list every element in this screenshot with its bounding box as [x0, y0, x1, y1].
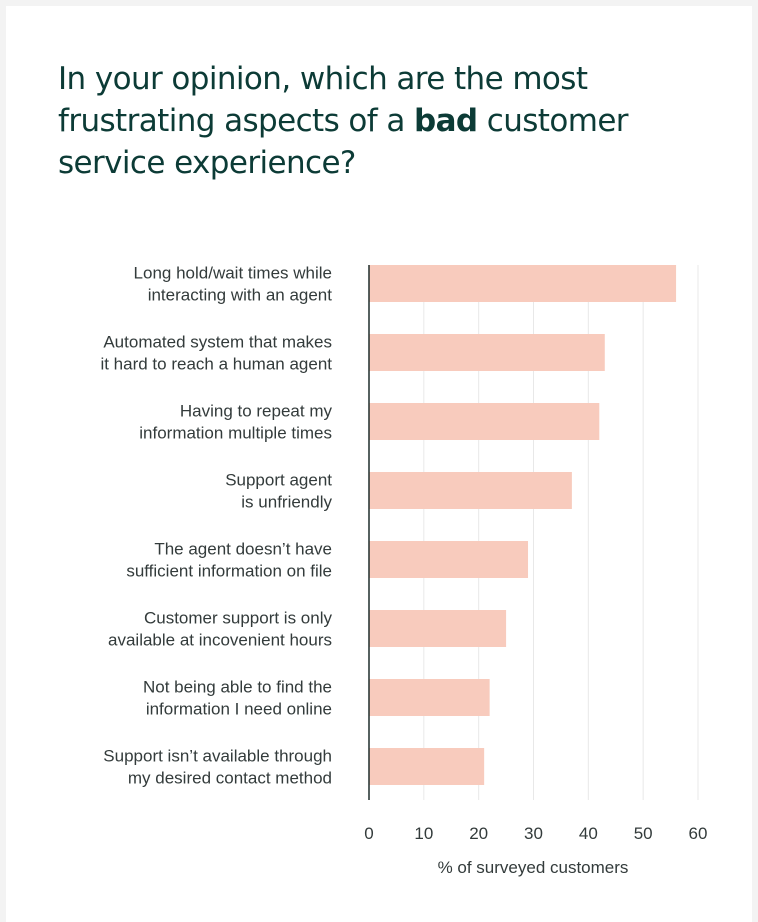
bar-3	[369, 472, 572, 509]
category-label-line: Support agent	[225, 471, 332, 490]
category-label-line: Support isn’t available through	[103, 747, 332, 766]
x-tick-40: 40	[579, 824, 598, 843]
bar-6	[369, 679, 490, 716]
category-label-line: Long hold/wait times while	[134, 264, 332, 283]
category-label-line: is unfriendly	[241, 493, 332, 512]
x-tick-10: 10	[414, 824, 433, 843]
x-tick-0: 0	[364, 824, 373, 843]
category-label-3: Support agent is unfriendly	[225, 471, 332, 512]
category-label-7: Support isn’t available through my desire…	[103, 747, 332, 788]
bar-7	[369, 748, 485, 785]
category-label-line: sufficient information on file	[126, 562, 332, 581]
category-label-line: The agent doesn’t have	[154, 540, 332, 559]
category-label-5: Customer support is only available at inc…	[108, 609, 332, 650]
chart-title: In your opinion, which are the most frus…	[58, 58, 698, 184]
category-label-line: information I need online	[146, 700, 332, 719]
category-label-0: Long hold/wait times while interacting wi…	[134, 264, 333, 305]
category-label-line: it hard to reach a human agent	[100, 355, 332, 374]
x-axis-title: % of surveyed customers	[438, 858, 629, 877]
category-label-1: Automated system that makes it hard to re…	[100, 333, 332, 374]
category-label-line: Having to repeat my	[180, 402, 333, 421]
x-tick-50: 50	[634, 824, 653, 843]
x-tick-20: 20	[469, 824, 488, 843]
category-label-line: available at incovenient hours	[108, 631, 332, 650]
title-text-end: customer service experience?	[58, 103, 629, 181]
category-label-line: Automated system that makes	[103, 333, 332, 352]
bar-1	[369, 334, 605, 371]
category-labels: Long hold/wait times while interacting wi…	[100, 264, 332, 788]
category-label-4: The agent doesn’t have sufficient informa…	[126, 540, 332, 581]
category-label-6: Not being able to find the information I …	[143, 678, 332, 719]
bar-4	[369, 541, 529, 578]
title-text-start: In your opinion, which are the most frus…	[58, 61, 588, 139]
bar-2	[369, 403, 600, 440]
x-tick-labels: 0 10 20 30 40 50 60	[364, 824, 707, 843]
category-label-line: information multiple times	[139, 424, 332, 443]
category-label-line: Customer support is only	[144, 609, 333, 628]
bars	[369, 265, 677, 785]
bar-5	[369, 610, 507, 647]
category-label-line: Not being able to find the	[143, 678, 332, 697]
category-label-2: Having to repeat my information multiple …	[139, 402, 332, 443]
bar-0	[369, 265, 677, 302]
category-label-line: my desired contact method	[128, 769, 332, 788]
x-tick-60: 60	[689, 824, 708, 843]
category-label-line: interacting with an agent	[148, 286, 333, 305]
x-tick-30: 30	[524, 824, 543, 843]
title-emphasis: bad	[414, 103, 478, 139]
